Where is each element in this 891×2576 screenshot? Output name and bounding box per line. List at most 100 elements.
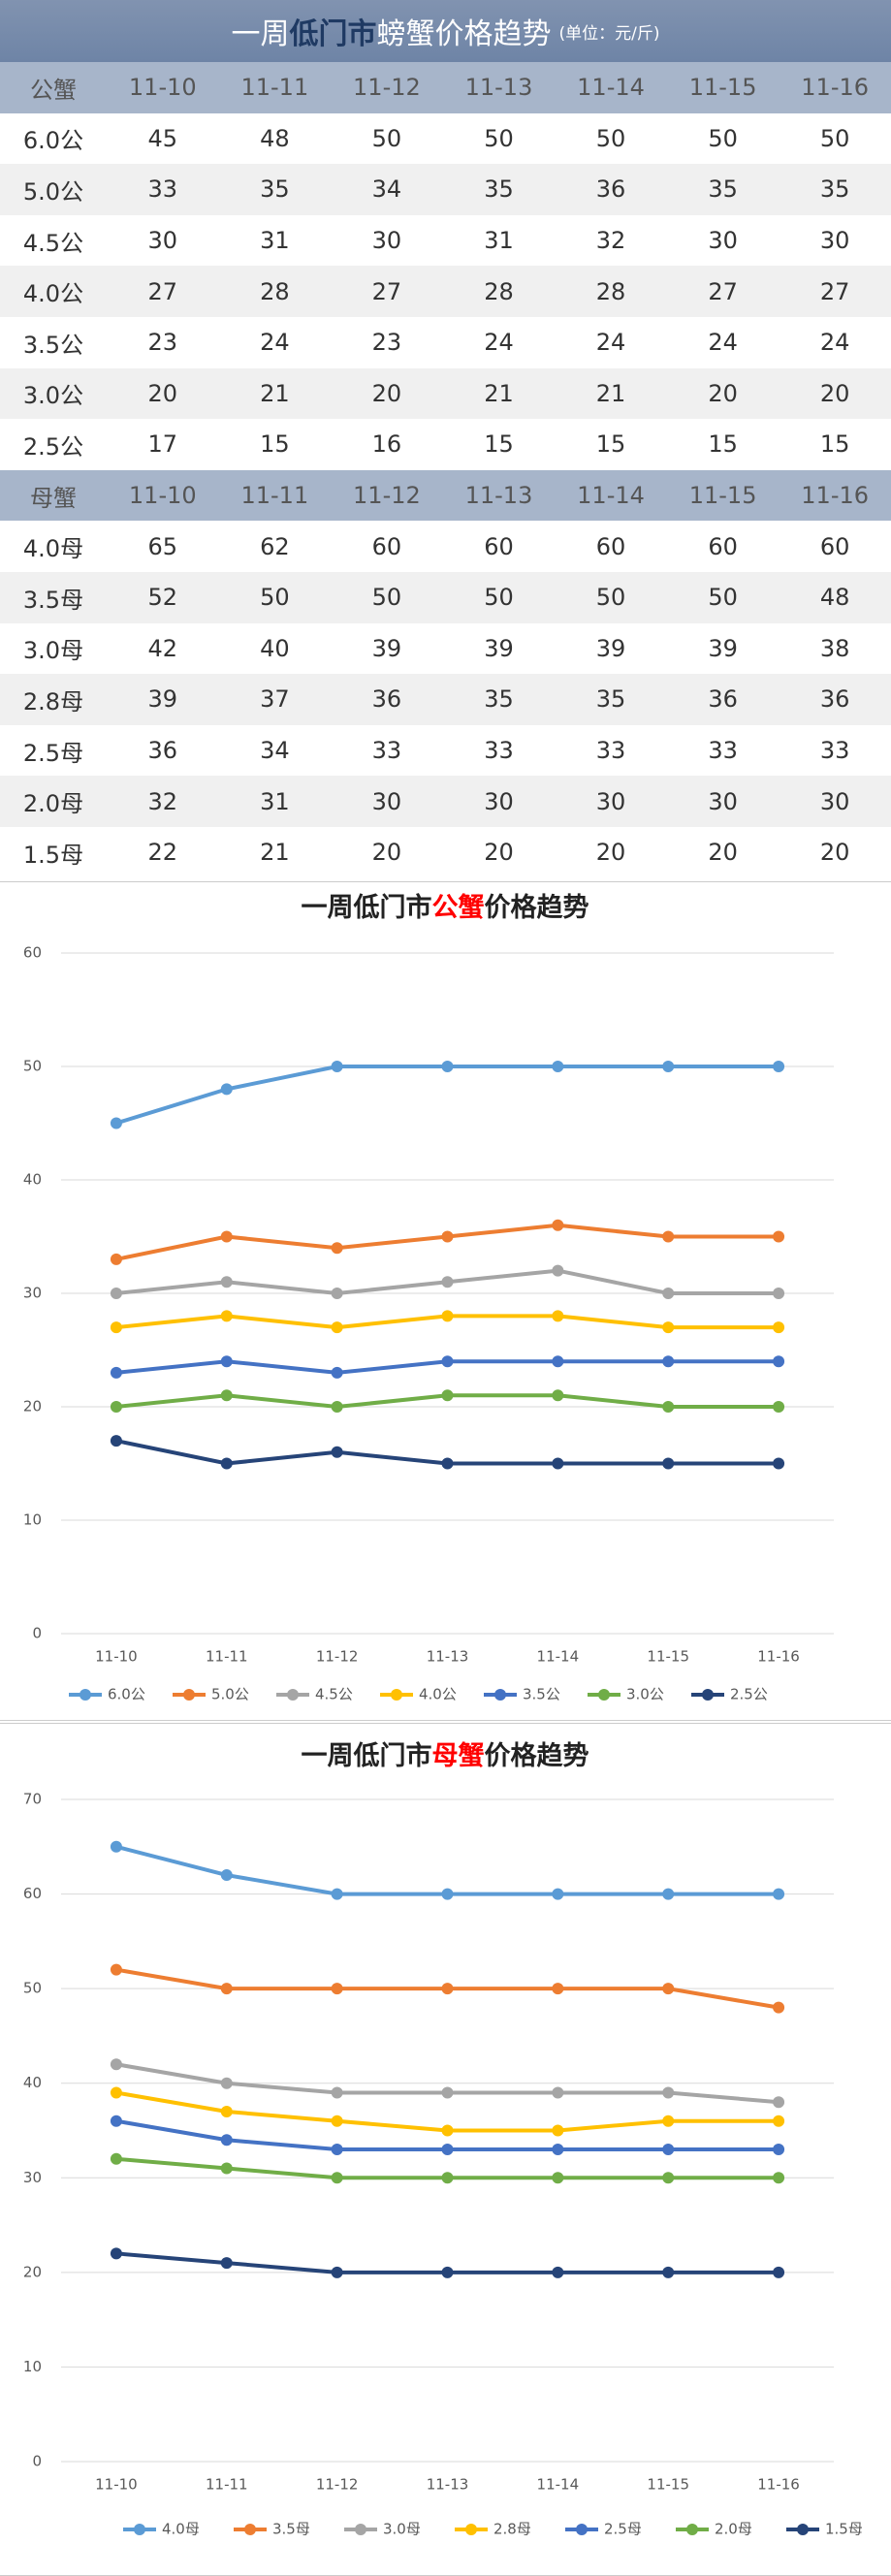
title-part: 一周低门市 [302,1740,432,1771]
legend-marker [702,1689,714,1701]
header-cell: 11-11 [240,482,309,510]
table-cell: 50 [484,584,514,612]
series-line [115,1844,780,1896]
data-point [773,2266,785,2278]
data-point [552,2266,564,2278]
data-point [552,1061,564,1072]
data-point [220,1389,233,1402]
table-cell: 2.5母 [22,739,84,767]
title-part: 价格趋势 [485,893,589,923]
data-point [331,1288,343,1299]
table-cell: 20 [371,379,402,407]
table-cell: 3.0公 [22,382,84,410]
y-tick-label: 40 [23,1171,42,1189]
table-cell: 24 [708,329,738,357]
table-cell: 15 [260,430,290,459]
legend-marker [134,2524,145,2535]
data-point [110,1435,122,1447]
y-tick-label: 40 [23,2074,42,2091]
header-cell: 11-12 [353,74,421,102]
table-cell: 16 [371,430,402,459]
data-point [552,1355,564,1368]
table-cell: 30 [371,787,402,815]
table-row: 3.0公 20 21 20 21 21 20 20 [0,367,891,420]
title-part: 螃蟹价格趋势 [376,17,552,51]
data-point [773,2144,785,2156]
header-cell: 11-14 [577,482,645,510]
table-cell: 2.8母 [22,687,84,716]
legend-label: 4.0公 [419,1686,457,1703]
header-cell: 母蟹 [30,484,77,512]
table-cell: 36 [371,685,402,714]
table-row: 3.5公 23 24 23 24 24 24 24 [0,317,891,368]
data-point [331,2172,343,2184]
table-cell: 48 [819,584,850,612]
table-cell: 1.5母 [22,841,84,869]
table-cell: 30 [819,787,850,815]
header-cell: 11-13 [464,74,533,102]
data-point [331,1366,343,1379]
price-table: 一周 低门市 螃蟹价格趋势 (单位：元/斤) 公蟹 11-10 11-11 11-12 11-… [0,0,891,878]
data-point [773,2115,785,2127]
data-point [331,1061,343,1072]
table-row: 2.0母 32 31 30 30 30 30 30 [0,776,891,827]
title-part: 公蟹 [432,893,485,923]
table-cell: 17 [147,430,178,459]
title-part: 一周低门市 [302,892,432,923]
table-cell: 40 [260,634,290,662]
y-tick-label: 60 [23,1885,42,1902]
chart-title: 一周低门市公蟹价格趋势 [302,892,589,923]
data-point [552,1389,564,1402]
y-tick-label: 0 [32,2453,42,2470]
legend-marker [244,2524,256,2535]
table-cell: 4.0母 [22,535,84,563]
table-cell: 20 [147,379,178,407]
table-cell: 15 [484,430,514,459]
data-point [110,2115,122,2127]
legend-marker [494,1689,506,1701]
table-cell: 15 [708,430,738,459]
table-cell: 15 [595,430,626,459]
table-row: 3.5母 52 50 50 50 50 50 48 [0,571,891,623]
header-cell: 11-10 [128,74,197,102]
table-cell: 34 [260,737,290,765]
legend-label: 3.0公 [626,1686,664,1703]
chart-title: 一周低门市母蟹价格趋势 [302,1740,589,1771]
x-tick-label: 11-14 [537,1648,580,1666]
data-point [220,1457,233,1470]
data-point [441,1310,454,1322]
table-cell: 30 [371,227,402,255]
data-point [110,1288,122,1299]
table-cell: 36 [147,737,178,765]
data-point [110,2247,122,2260]
legend-label: 2.8母 [493,2521,531,2538]
table-cell: 20 [484,839,514,867]
data-point [331,2115,343,2127]
table-cell: 30 [708,227,738,255]
table-cell: 31 [260,787,290,815]
title-part: 母蟹 [432,1741,485,1771]
header-cell: 11-13 [464,482,533,510]
table-cell: 50 [595,124,626,152]
data-point [662,1401,675,1413]
data-point [331,1983,343,1995]
y-tick-label: 10 [23,2358,42,2375]
table-cell: 32 [147,787,178,815]
data-point [220,2077,233,2089]
table-cell: 42 [147,634,178,662]
data-point [662,1288,675,1299]
data-point [773,1288,785,1299]
data-point [552,2086,564,2099]
table-cell: 22 [147,839,178,867]
x-tick-label: 11-12 [316,2476,359,2494]
table-cell: 3.0母 [22,637,84,665]
data-point [331,2144,343,2156]
data-point [552,1457,564,1470]
data-point [441,2172,454,2184]
table-cell: 39 [147,685,178,714]
table-cell: 39 [708,634,738,662]
y-tick-label: 50 [23,1980,42,1997]
table-cell: 50 [708,584,738,612]
data-point [441,1457,454,1470]
unit: (单位：元/斤) [558,23,660,44]
